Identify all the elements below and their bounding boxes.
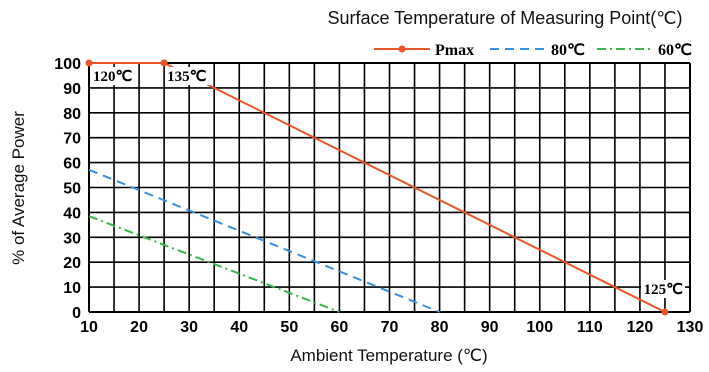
- grid: [88, 62, 691, 313]
- x-tick-label: 130: [677, 319, 704, 336]
- y-tick-label: 60: [63, 156, 81, 173]
- x-axis-label: Ambient Temperature (℃): [290, 346, 487, 365]
- legend-label-3: 60℃: [658, 42, 692, 59]
- annotation-label: 120℃: [93, 69, 133, 85]
- x-tick-label: 90: [481, 319, 499, 336]
- x-tick-label: 120: [627, 319, 654, 336]
- x-tick-label: 10: [80, 319, 98, 336]
- y-tick-label: 0: [72, 305, 81, 322]
- y-tick-label: 50: [63, 181, 81, 198]
- y-tick-label: 90: [63, 81, 81, 98]
- x-tick-label: 50: [280, 319, 298, 336]
- y-tick-label: 100: [54, 56, 81, 73]
- y-tick-label: 20: [63, 255, 81, 272]
- x-tick-label: 100: [526, 319, 553, 336]
- series-point: [661, 308, 669, 316]
- annotation-bg: [166, 67, 211, 85]
- y-tick-label: 80: [63, 106, 81, 123]
- x-tick-label: 20: [130, 319, 148, 336]
- tick-labels: 10 20 30 40 50 60 70 80 90 100 110 120 1300102030405…: [54, 56, 703, 336]
- legend-label-2: 80℃: [551, 42, 585, 59]
- annotation-bg: [640, 280, 685, 298]
- annotation-label: 125℃: [644, 282, 684, 298]
- series-point: [85, 59, 93, 67]
- series-layer: [85, 59, 669, 316]
- series-line-2: [88, 168, 440, 313]
- x-tick-label: 40: [230, 319, 248, 336]
- y-tick-label: 10: [63, 280, 81, 297]
- series-line-3: [88, 215, 340, 313]
- y-axis-label: % of Average Power: [9, 111, 28, 265]
- legend-marker: [398, 45, 406, 53]
- x-tick-label: 110: [577, 319, 603, 336]
- legend: Pmax 80℃ 60℃: [374, 42, 692, 59]
- y-tick-label: 40: [63, 205, 81, 222]
- annotations: 120℃ 135℃ 125℃: [92, 67, 685, 298]
- x-tick-label: 30: [180, 319, 198, 336]
- series-point: [160, 59, 168, 67]
- x-tick-label: 60: [331, 319, 349, 336]
- annotation-bg: [92, 67, 136, 85]
- legend-label-1: Pmax: [435, 42, 474, 59]
- chart-title: Surface Temperature of Measuring Point(℃…: [327, 8, 682, 28]
- y-tick-label: 70: [63, 131, 81, 148]
- y-tick-label: 30: [63, 230, 81, 247]
- annotation-label: 135℃: [167, 69, 207, 85]
- x-tick-label: 80: [431, 319, 449, 336]
- x-tick-label: 70: [381, 319, 399, 336]
